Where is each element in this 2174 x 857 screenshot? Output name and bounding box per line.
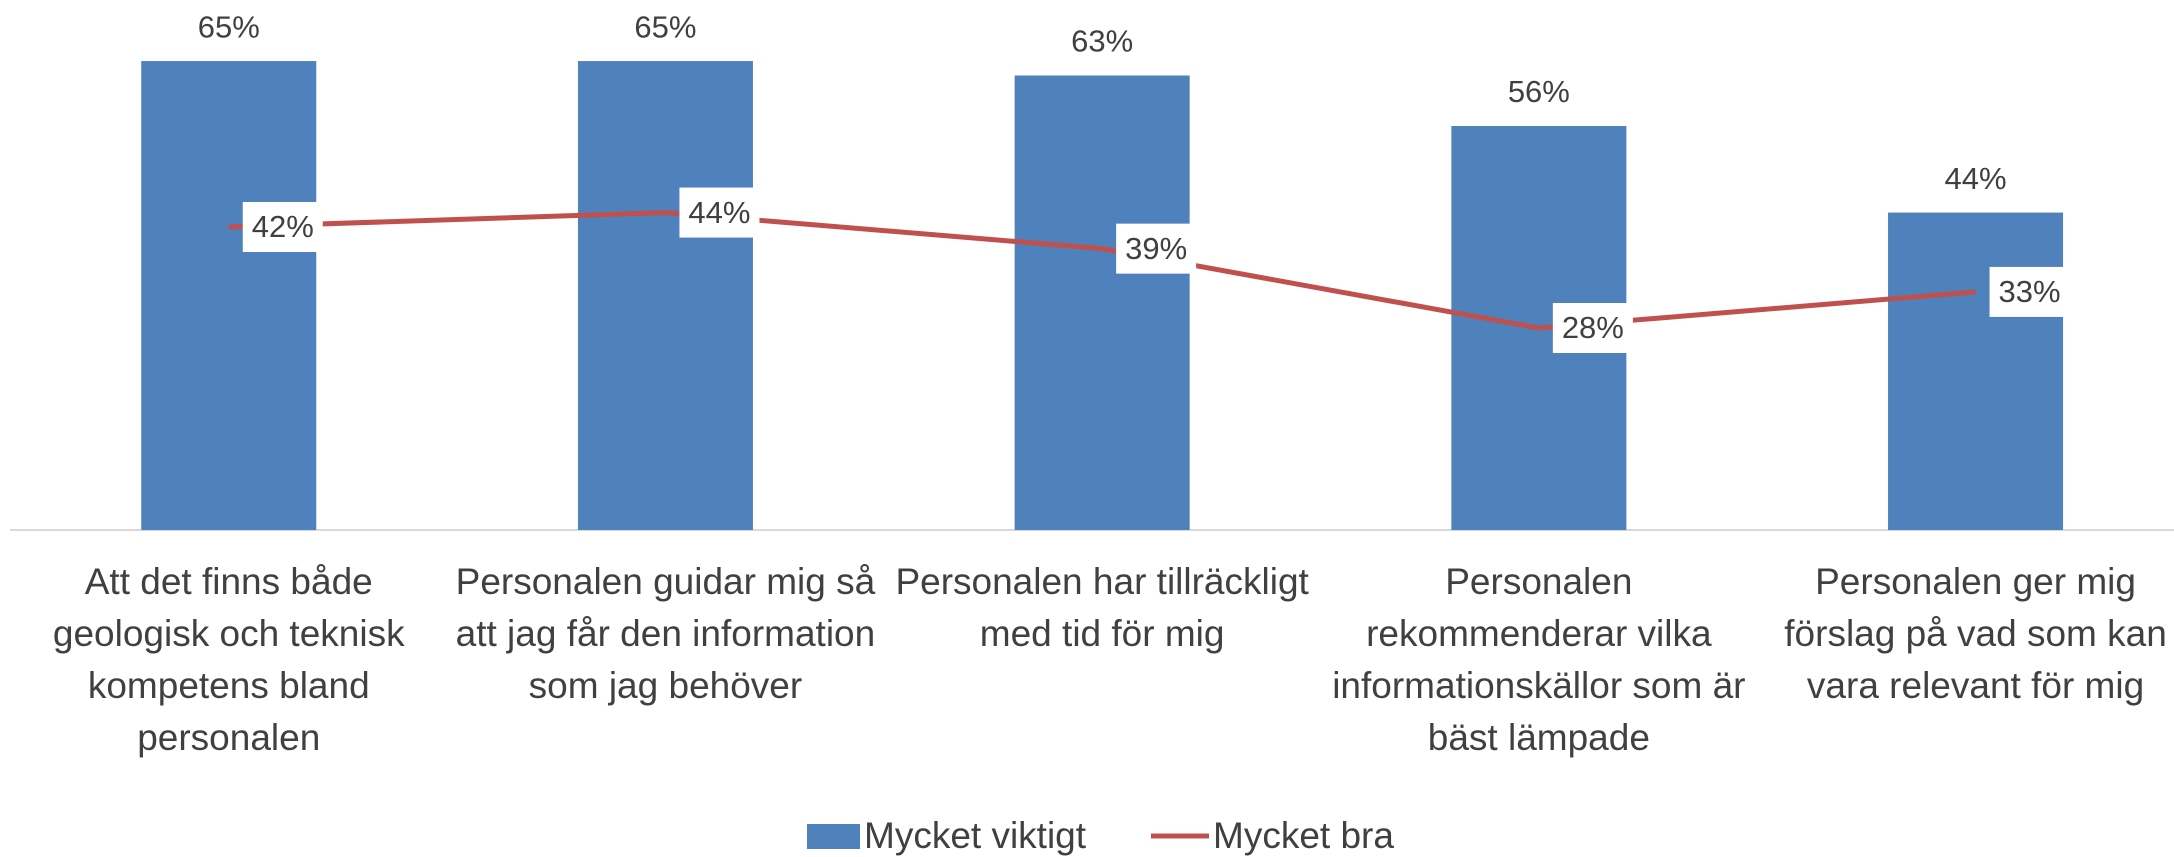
legend-label: Mycket viktigt — [864, 815, 1087, 856]
bar — [1014, 75, 1190, 530]
x-tick-label: Att det finns både geologisk och teknisk… — [52, 561, 405, 758]
line-label-box — [1552, 303, 1633, 353]
x-tick-label: Personalen har tillräckligt med tid för … — [895, 561, 1309, 654]
line-value-label: 33% — [1999, 274, 2061, 309]
x-tick-label: Personalen rekommenderar vilka informati… — [1332, 561, 1746, 758]
line-value-label: 42% — [252, 209, 314, 244]
x-tick-label: Personalen ger mig förslag på vad som ka… — [1784, 561, 2167, 706]
line-series — [228, 210, 1976, 331]
line-value-label: 44% — [688, 195, 750, 230]
bar — [1888, 212, 2064, 531]
legend-swatch — [807, 824, 860, 849]
x-tick-label: Personalen guidar mig så att jag får den… — [455, 561, 876, 706]
bar-value-label: 65% — [198, 9, 260, 44]
bar-value-label: 65% — [634, 9, 696, 44]
line-label-box — [1116, 223, 1197, 274]
bar — [141, 61, 317, 530]
line-label-box — [242, 202, 323, 252]
bar-value-label: 56% — [1508, 74, 1570, 109]
bar-value-label: 63% — [1071, 24, 1133, 59]
bar — [577, 61, 753, 530]
line-value-label: 39% — [1125, 231, 1187, 266]
line-label-box — [1989, 266, 2070, 317]
bar-value-label: 44% — [1945, 161, 2007, 196]
line-value-label: 28% — [1562, 310, 1624, 345]
legend-label: Mycket bra — [1213, 815, 1394, 856]
line-label-box — [679, 187, 760, 238]
